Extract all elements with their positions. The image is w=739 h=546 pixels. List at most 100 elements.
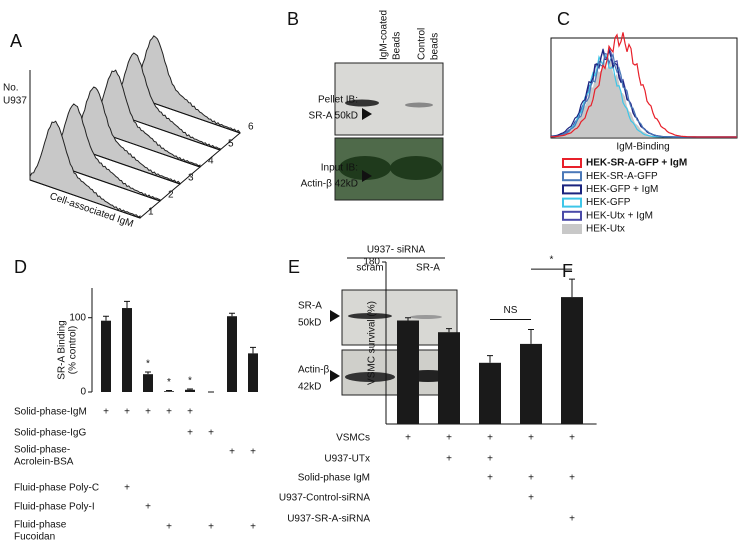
blot-band [345,99,379,107]
legend-swatch [562,158,582,168]
axis-label: No. [3,83,19,94]
condition-label: Solid-phase IgM [298,473,370,484]
axis [139,132,241,219]
arrow [362,108,372,120]
depth-tick: 5 [228,139,234,150]
condition-label: Fucoidan [14,532,55,543]
error-bar [446,328,452,333]
panel-letter: F [562,261,573,281]
row-label: Input IB: [321,163,358,174]
blot-band [348,313,392,319]
axis-label: U937 [3,96,27,107]
condition-label: VSMCs [336,433,370,444]
error-bar [528,329,534,344]
condition-mark: + [528,433,534,444]
blot-band [345,372,395,382]
legend-entry: HEK-GFP + IgM [586,184,658,195]
floor-line [29,179,141,219]
condition-mark: + [124,407,130,418]
histogram [69,86,181,185]
bar [185,389,195,392]
depth-tick: 2 [168,190,174,201]
error-bar [187,388,193,390]
arrow [330,310,340,322]
y-tick-label: 180 [363,257,380,268]
condition-mark: + [145,407,151,418]
error-bar [145,371,151,375]
histogram [29,120,141,219]
axis-label: IgM-Binding [616,142,669,153]
condition-label: Solid-phase-IgM [14,407,87,418]
row-label: 50kD [298,318,321,329]
panel-letter: E [288,257,300,277]
depth-tick: 1 [148,207,154,218]
legend-swatch [562,224,582,234]
condition-mark: + [124,483,130,494]
condition-mark: + [166,407,172,418]
error-bar [124,300,130,309]
bar [227,316,237,392]
condition-mark: + [250,522,256,533]
condition-mark: + [229,447,235,458]
panel-letter: C [557,9,570,29]
error-bar [487,355,493,363]
condition-label: Acrolein-BSA [14,457,74,468]
panel-letter: D [14,257,27,277]
condition-label: U937-SR-A-siRNA [287,514,370,525]
legend-swatch [562,210,582,221]
bar [520,343,542,424]
depth-tick: 6 [248,122,254,133]
comparison-label: * [550,255,554,266]
row-label: Actin-β [298,365,330,376]
error-bar [229,312,235,317]
condition-mark: + [103,407,109,418]
axis-label: (% control) [68,326,79,374]
histogram [49,103,161,202]
histogram [89,69,201,168]
bar [143,374,153,392]
condition-mark: + [528,473,534,484]
depth-tick: 4 [208,156,214,167]
blot-band [410,315,442,319]
condition-mark: + [446,433,452,444]
bar [101,320,111,392]
histogram-line [550,32,737,138]
column-label: IgM-coated [379,10,390,60]
blot-band [390,156,442,180]
condition-mark: + [487,473,493,484]
histogram [551,59,737,138]
condition-mark: + [487,454,493,465]
arrow [362,170,372,182]
legend-entry: HEK-Utx [586,224,625,235]
legend-swatch [562,184,582,195]
panel-letter: B [287,9,299,29]
legend-entry: HEK-SR-A-GFP [586,171,658,182]
histogram [109,52,221,151]
comparison-label: NS [504,305,518,316]
row-label: Pellet IB: [318,95,358,106]
row-label: 42kD [298,382,321,393]
column-label: Control [417,28,428,60]
axis-label: SR-A Binding [57,320,68,379]
condition-mark: + [446,454,452,465]
error-bar [405,317,411,321]
legend-entry: HEK-Utx + IgM [586,210,653,221]
bar [164,391,174,392]
condition-label: U937-UTx [324,454,370,465]
error-bar [569,278,575,298]
histogram [129,35,241,134]
blot-band [405,102,433,108]
condition-mark: + [208,522,214,533]
error-bar [166,390,172,392]
error-bar [103,315,109,321]
blot [334,62,444,136]
row-label: SR-A 50kD [309,111,358,122]
condition-label: Fluid-phase Poly-C [14,483,99,494]
y-tick-label: 0 [80,387,86,398]
condition-mark: + [187,407,193,418]
column-label: SR-A [416,263,440,274]
significance: * [146,359,150,370]
condition-mark: + [187,428,193,439]
condition-mark: + [250,447,256,458]
